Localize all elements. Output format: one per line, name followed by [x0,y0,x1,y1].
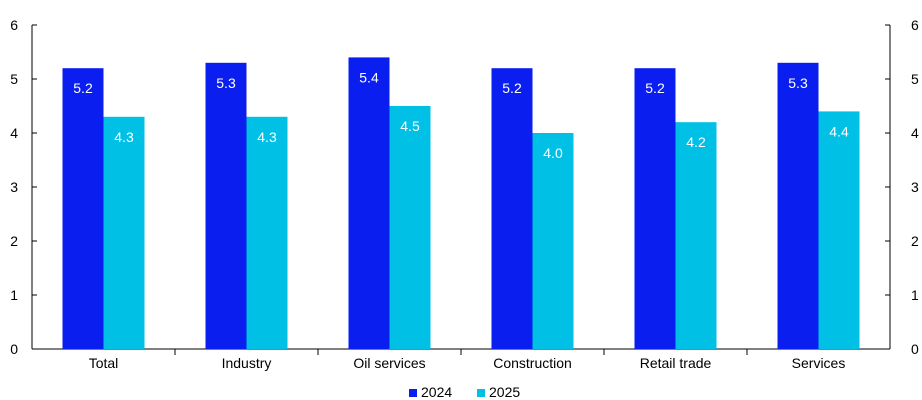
y-tick-label-left: 4 [10,125,18,141]
legend-label-2025: 2025 [489,384,520,400]
data-label-2024-3: 5.2 [502,80,522,96]
data-label-2024-1: 5.3 [216,75,236,91]
bar-2025-4 [675,122,717,349]
bar-2024-5 [777,62,819,350]
bar-2024-0 [62,68,104,349]
data-label-2025-5: 4.4 [829,123,849,139]
legend-swatch-2024 [409,389,417,397]
y-tick-label-left: 3 [10,179,18,195]
y-tick-label-right: 5 [911,71,919,87]
y-tick-label-right: 0 [911,341,919,357]
legend: 2024 2025 [409,384,520,400]
legend-label-2024: 2024 [421,384,452,400]
bar-2025-0 [103,116,145,349]
y-tick-label-left: 1 [10,287,18,303]
plot-area: 0 0 1 1 2 2 3 3 4 4 5 5 6 6 5.2 4.3 Total 5.3 4.3 Industry 5… [10,17,919,371]
x-category-label: Industry [222,355,272,371]
bar-2024-1 [205,62,247,350]
x-category-label: Total [89,355,119,371]
data-label-2024-5: 5.3 [788,75,808,91]
bar-2024-3 [491,68,533,349]
data-label-2025-2: 4.5 [400,118,420,134]
legend-swatch-2025 [477,389,485,397]
y-tick-label-right: 3 [911,179,919,195]
data-label-2025-0: 4.3 [114,129,134,145]
data-label-2024-4: 5.2 [645,80,665,96]
bar-2024-2 [348,57,390,350]
bar-2025-5 [818,111,860,350]
y-tick-label-right: 1 [911,287,919,303]
x-category-label: Retail trade [640,355,712,371]
data-label-2024-0: 5.2 [73,80,93,96]
x-category-label: Oil services [353,355,425,371]
data-label-2025-1: 4.3 [257,129,277,145]
y-tick-label-right: 6 [911,17,919,33]
data-label-2025-3: 4.0 [543,145,563,161]
bar-2025-1 [246,116,288,349]
y-tick-label-right: 4 [911,125,919,141]
data-label-2024-2: 5.4 [359,69,379,85]
y-tick-label-left: 2 [10,233,18,249]
bar-2025-3 [532,133,574,349]
bar-2024-4 [634,68,676,349]
y-tick-label-left: 6 [10,17,18,33]
y-tick-label-right: 2 [911,233,919,249]
y-tick-label-left: 5 [10,71,18,87]
data-label-2025-4: 4.2 [686,134,706,150]
bar-2025-2 [389,106,431,349]
x-category-label: Construction [493,355,572,371]
x-category-label: Services [792,355,846,371]
y-tick-label-left: 0 [10,341,18,357]
